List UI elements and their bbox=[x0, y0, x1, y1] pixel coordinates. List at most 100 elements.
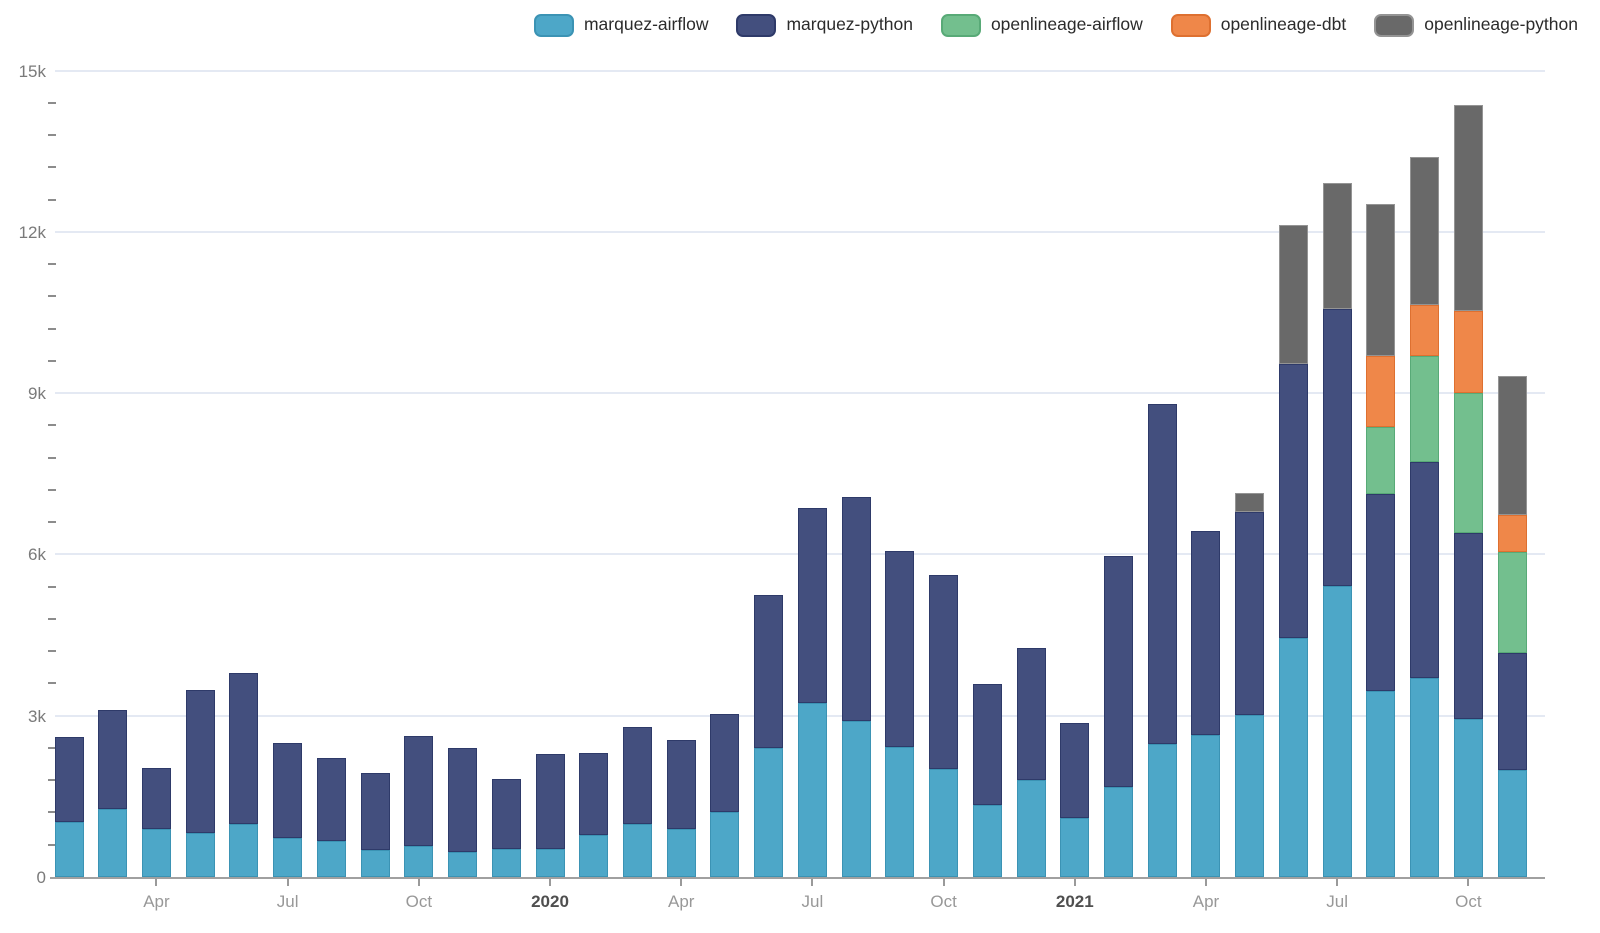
bar-segment-marquez-airflow[interactable] bbox=[360, 849, 390, 877]
bar-segment-marquez-python[interactable] bbox=[54, 737, 84, 823]
bar-segment-marquez-airflow[interactable] bbox=[273, 837, 303, 877]
bar-mar-2020[interactable] bbox=[622, 0, 652, 877]
bar-segment-marquez-python[interactable] bbox=[98, 710, 128, 809]
bar-feb-2021[interactable] bbox=[1104, 0, 1134, 877]
bar-feb-2020[interactable] bbox=[579, 0, 609, 877]
bar-segment-marquez-airflow[interactable] bbox=[491, 849, 521, 877]
bar-segment-openlineage-python[interactable] bbox=[1366, 204, 1396, 357]
bar-segment-openlineage-python[interactable] bbox=[1410, 156, 1440, 306]
bar-jun-2021[interactable] bbox=[1278, 0, 1308, 877]
bar-segment-marquez-airflow[interactable] bbox=[54, 822, 84, 877]
bar-segment-marquez-python[interactable] bbox=[622, 726, 652, 824]
bar-apr-2021[interactable] bbox=[1191, 0, 1221, 877]
bar-aug-2021[interactable] bbox=[1366, 0, 1396, 877]
bar-segment-openlineage-airflow[interactable] bbox=[1497, 551, 1527, 654]
bar-dec-2019[interactable] bbox=[491, 0, 521, 877]
bar-segment-marquez-python[interactable] bbox=[229, 673, 259, 824]
bar-segment-marquez-airflow[interactable] bbox=[185, 833, 215, 877]
bar-segment-marquez-python[interactable] bbox=[1497, 653, 1527, 771]
bar-segment-marquez-python[interactable] bbox=[404, 736, 434, 847]
bar-segment-marquez-airflow[interactable] bbox=[1410, 678, 1440, 877]
bar-feb-2019[interactable] bbox=[54, 0, 84, 877]
bar-oct-2020[interactable] bbox=[929, 0, 959, 877]
bar-segment-marquez-airflow[interactable] bbox=[797, 703, 827, 877]
bar-dec-2020[interactable] bbox=[1016, 0, 1046, 877]
bar-segment-marquez-airflow[interactable] bbox=[622, 823, 652, 877]
bar-segment-marquez-python[interactable] bbox=[1104, 556, 1134, 788]
bar-segment-marquez-python[interactable] bbox=[754, 595, 784, 748]
bar-oct-2021[interactable] bbox=[1453, 0, 1483, 877]
legend-item-marquez-python[interactable]: marquez-python bbox=[736, 13, 913, 37]
bar-mar-2021[interactable] bbox=[1147, 0, 1177, 877]
bar-segment-openlineage-airflow[interactable] bbox=[1366, 426, 1396, 494]
bar-segment-marquez-airflow[interactable] bbox=[579, 835, 609, 877]
bar-segment-marquez-airflow[interactable] bbox=[885, 746, 915, 877]
bar-segment-marquez-python[interactable] bbox=[710, 714, 740, 812]
bar-segment-marquez-airflow[interactable] bbox=[1104, 787, 1134, 877]
bar-mar-2019[interactable] bbox=[98, 0, 128, 877]
bar-nov-2020[interactable] bbox=[972, 0, 1002, 877]
bar-segment-marquez-python[interactable] bbox=[1191, 531, 1221, 736]
bar-segment-openlineage-airflow[interactable] bbox=[1410, 356, 1440, 462]
bar-aug-2019[interactable] bbox=[316, 0, 346, 877]
bar-jul-2020[interactable] bbox=[797, 0, 827, 877]
bar-segment-marquez-python[interactable] bbox=[141, 767, 171, 829]
bar-apr-2019[interactable] bbox=[141, 0, 171, 877]
bar-segment-marquez-airflow[interactable] bbox=[1278, 638, 1308, 877]
bar-aug-2020[interactable] bbox=[841, 0, 871, 877]
bar-segment-marquez-airflow[interactable] bbox=[1016, 780, 1046, 877]
bar-segment-marquez-python[interactable] bbox=[273, 743, 303, 838]
bar-jan-2020[interactable] bbox=[535, 0, 565, 877]
legend-item-marquez-airflow[interactable]: marquez-airflow bbox=[533, 13, 708, 37]
bar-sep-2020[interactable] bbox=[885, 0, 915, 877]
bar-segment-marquez-airflow[interactable] bbox=[1147, 744, 1177, 877]
bar-jan-2021[interactable] bbox=[1060, 0, 1090, 877]
bar-segment-marquez-python[interactable] bbox=[1147, 404, 1177, 745]
bar-segment-marquez-python[interactable] bbox=[1278, 364, 1308, 639]
bar-segment-marquez-airflow[interactable] bbox=[1453, 718, 1483, 877]
bar-may-2019[interactable] bbox=[185, 0, 215, 877]
bar-segment-marquez-python[interactable] bbox=[1235, 511, 1265, 716]
bar-segment-openlineage-dbt[interactable] bbox=[1497, 515, 1527, 552]
bar-may-2020[interactable] bbox=[710, 0, 740, 877]
bar-segment-marquez-python[interactable] bbox=[1322, 309, 1352, 586]
bar-segment-openlineage-python[interactable] bbox=[1497, 376, 1527, 516]
bar-segment-marquez-python[interactable] bbox=[841, 496, 871, 722]
bar-segment-openlineage-python[interactable] bbox=[1278, 225, 1308, 365]
bar-segment-marquez-python[interactable] bbox=[929, 574, 959, 769]
bar-segment-marquez-python[interactable] bbox=[1016, 647, 1046, 781]
bar-jun-2019[interactable] bbox=[229, 0, 259, 877]
bar-sep-2019[interactable] bbox=[360, 0, 390, 877]
bar-nov-2021[interactable] bbox=[1497, 0, 1527, 877]
bar-segment-marquez-python[interactable] bbox=[797, 507, 827, 704]
bar-segment-marquez-python[interactable] bbox=[535, 753, 565, 850]
bar-segment-marquez-airflow[interactable] bbox=[710, 811, 740, 877]
bar-segment-marquez-airflow[interactable] bbox=[448, 851, 478, 877]
legend-item-openlineage-dbt[interactable]: openlineage-dbt bbox=[1170, 13, 1346, 37]
bar-segment-marquez-airflow[interactable] bbox=[972, 804, 1002, 877]
bar-nov-2019[interactable] bbox=[448, 0, 478, 877]
bar-segment-marquez-airflow[interactable] bbox=[1191, 735, 1221, 877]
bar-segment-marquez-python[interactable] bbox=[316, 757, 346, 842]
bar-segment-openlineage-python[interactable] bbox=[1322, 183, 1352, 310]
bar-jun-2020[interactable] bbox=[754, 0, 784, 877]
bar-segment-marquez-airflow[interactable] bbox=[1322, 585, 1352, 877]
bar-segment-marquez-airflow[interactable] bbox=[754, 747, 784, 877]
bar-may-2021[interactable] bbox=[1235, 0, 1265, 877]
bar-segment-marquez-python[interactable] bbox=[666, 740, 696, 829]
bar-segment-marquez-python[interactable] bbox=[491, 778, 521, 850]
bar-segment-marquez-python[interactable] bbox=[1366, 493, 1396, 691]
bar-segment-marquez-airflow[interactable] bbox=[1366, 690, 1396, 877]
bar-segment-openlineage-airflow[interactable] bbox=[1453, 392, 1483, 534]
bar-segment-marquez-python[interactable] bbox=[579, 752, 609, 836]
bar-segment-marquez-airflow[interactable] bbox=[841, 721, 871, 877]
bar-segment-marquez-python[interactable] bbox=[1060, 722, 1090, 818]
bar-jul-2019[interactable] bbox=[273, 0, 303, 877]
bar-segment-marquez-airflow[interactable] bbox=[929, 768, 959, 877]
bar-segment-marquez-python[interactable] bbox=[972, 683, 1002, 805]
bar-segment-marquez-airflow[interactable] bbox=[1235, 715, 1265, 877]
bar-segment-marquez-airflow[interactable] bbox=[98, 808, 128, 877]
bar-segment-marquez-airflow[interactable] bbox=[141, 828, 171, 877]
bar-segment-marquez-python[interactable] bbox=[185, 690, 215, 834]
bar-segment-openlineage-dbt[interactable] bbox=[1410, 305, 1440, 356]
